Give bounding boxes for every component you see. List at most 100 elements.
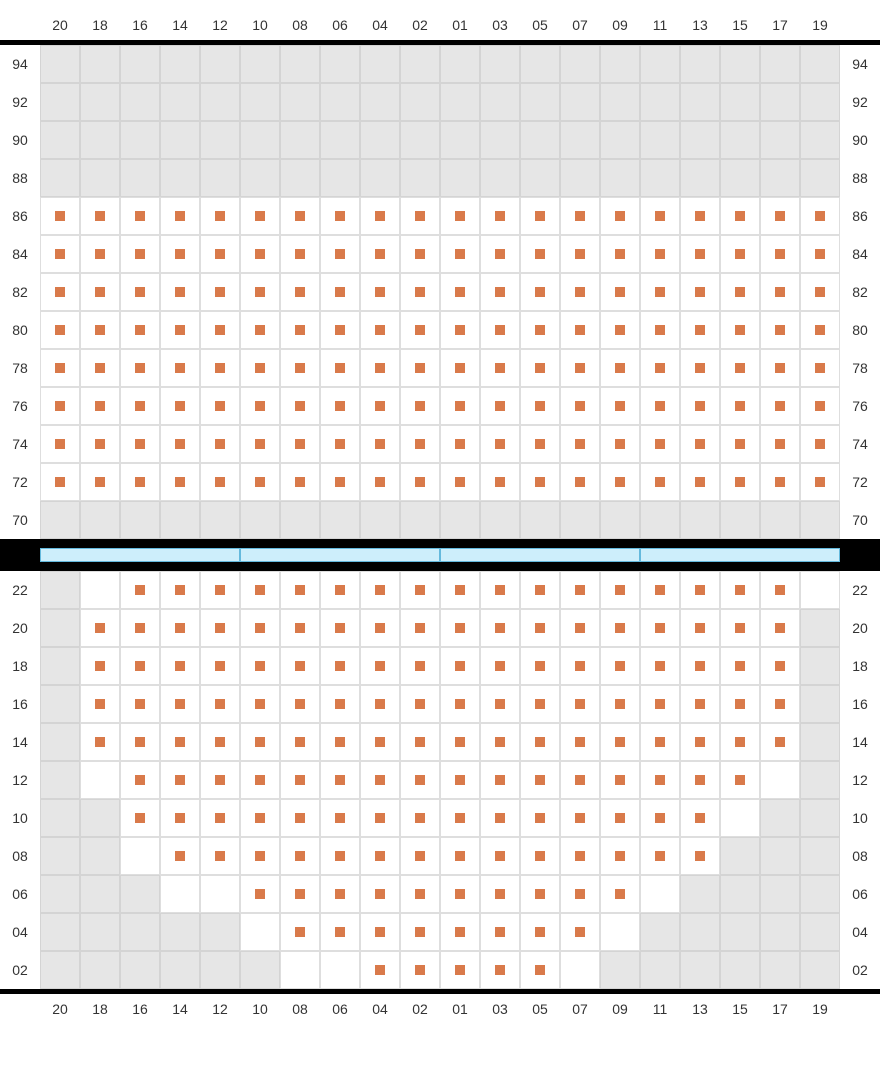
seat[interactable]	[120, 609, 160, 647]
seat[interactable]	[240, 425, 280, 463]
seat[interactable]	[760, 685, 800, 723]
seat[interactable]	[480, 273, 520, 311]
seat[interactable]	[400, 349, 440, 387]
seat[interactable]	[480, 311, 520, 349]
seat[interactable]	[120, 761, 160, 799]
seat[interactable]	[240, 571, 280, 609]
seat[interactable]	[640, 311, 680, 349]
seat[interactable]	[600, 571, 640, 609]
seat[interactable]	[560, 235, 600, 273]
seat[interactable]	[720, 235, 760, 273]
seat[interactable]	[160, 799, 200, 837]
seat[interactable]	[40, 311, 80, 349]
seat[interactable]	[240, 609, 280, 647]
seat[interactable]	[680, 463, 720, 501]
seat[interactable]	[240, 463, 280, 501]
seat[interactable]	[320, 761, 360, 799]
seat[interactable]	[600, 425, 640, 463]
seat[interactable]	[800, 235, 840, 273]
seat[interactable]	[360, 463, 400, 501]
seat[interactable]	[280, 235, 320, 273]
seat[interactable]	[720, 387, 760, 425]
seat[interactable]	[720, 647, 760, 685]
seat[interactable]	[320, 425, 360, 463]
seat[interactable]	[680, 197, 720, 235]
seat[interactable]	[520, 235, 560, 273]
seat[interactable]	[240, 311, 280, 349]
seat[interactable]	[80, 463, 120, 501]
seat[interactable]	[520, 609, 560, 647]
seat[interactable]	[520, 571, 560, 609]
seat[interactable]	[600, 875, 640, 913]
seat[interactable]	[320, 837, 360, 875]
seat[interactable]	[360, 273, 400, 311]
seat[interactable]	[440, 571, 480, 609]
seat[interactable]	[160, 311, 200, 349]
seat[interactable]	[600, 273, 640, 311]
seat[interactable]	[320, 463, 360, 501]
seat[interactable]	[160, 723, 200, 761]
seat[interactable]	[120, 197, 160, 235]
seat[interactable]	[440, 273, 480, 311]
seat[interactable]	[680, 647, 720, 685]
seat[interactable]	[480, 799, 520, 837]
seat[interactable]	[520, 951, 560, 989]
seat[interactable]	[240, 647, 280, 685]
seat[interactable]	[560, 425, 600, 463]
seat[interactable]	[80, 685, 120, 723]
seat[interactable]	[120, 723, 160, 761]
seat[interactable]	[800, 349, 840, 387]
seat[interactable]	[200, 311, 240, 349]
seat[interactable]	[200, 571, 240, 609]
seat[interactable]	[480, 647, 520, 685]
seat[interactable]	[40, 197, 80, 235]
seat[interactable]	[80, 609, 120, 647]
seat[interactable]	[440, 875, 480, 913]
seat[interactable]	[440, 647, 480, 685]
seat[interactable]	[680, 273, 720, 311]
seat[interactable]	[400, 425, 440, 463]
seat[interactable]	[440, 837, 480, 875]
seat[interactable]	[320, 647, 360, 685]
seat[interactable]	[640, 837, 680, 875]
seat[interactable]	[120, 387, 160, 425]
seat[interactable]	[720, 197, 760, 235]
seat[interactable]	[240, 723, 280, 761]
seat[interactable]	[640, 761, 680, 799]
seat[interactable]	[720, 349, 760, 387]
seat[interactable]	[760, 425, 800, 463]
seat[interactable]	[720, 273, 760, 311]
seat[interactable]	[280, 685, 320, 723]
seat[interactable]	[400, 761, 440, 799]
seat[interactable]	[560, 761, 600, 799]
seat[interactable]	[80, 723, 120, 761]
seat[interactable]	[160, 609, 200, 647]
seat[interactable]	[600, 197, 640, 235]
seat[interactable]	[280, 761, 320, 799]
seat[interactable]	[560, 571, 600, 609]
seat[interactable]	[680, 349, 720, 387]
seat[interactable]	[440, 723, 480, 761]
seat[interactable]	[760, 273, 800, 311]
seat[interactable]	[200, 609, 240, 647]
seat[interactable]	[240, 273, 280, 311]
seat[interactable]	[240, 235, 280, 273]
seat[interactable]	[520, 463, 560, 501]
seat[interactable]	[280, 463, 320, 501]
seat[interactable]	[160, 197, 200, 235]
seat[interactable]	[720, 609, 760, 647]
seat[interactable]	[640, 463, 680, 501]
seat[interactable]	[600, 837, 640, 875]
seat[interactable]	[600, 235, 640, 273]
seat[interactable]	[280, 799, 320, 837]
seat[interactable]	[400, 685, 440, 723]
seat[interactable]	[680, 235, 720, 273]
seat[interactable]	[600, 311, 640, 349]
seat[interactable]	[600, 647, 640, 685]
seat[interactable]	[280, 425, 320, 463]
seat[interactable]	[400, 235, 440, 273]
seat[interactable]	[320, 913, 360, 951]
seat[interactable]	[120, 685, 160, 723]
seat[interactable]	[480, 197, 520, 235]
seat[interactable]	[440, 425, 480, 463]
